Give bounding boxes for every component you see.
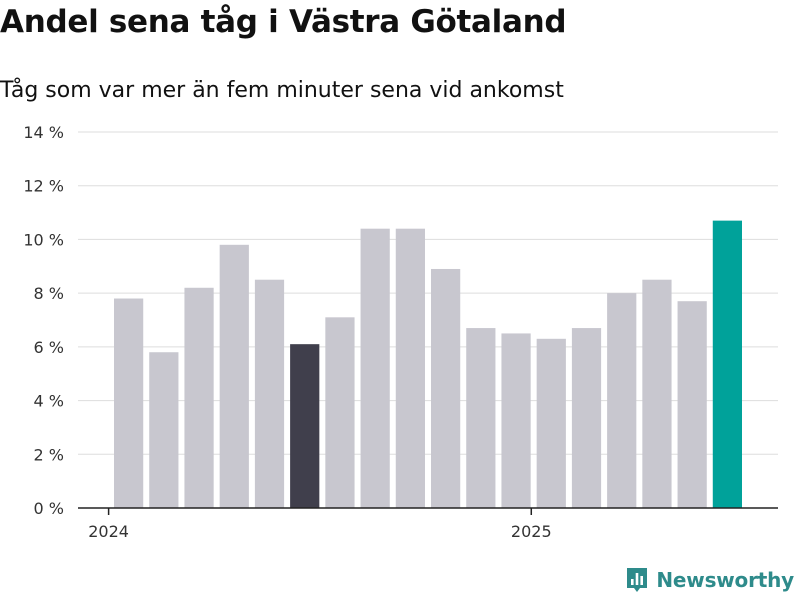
y-tick-label: 8 % bbox=[34, 284, 64, 303]
bar-2024-08 bbox=[360, 228, 390, 508]
bar-2024-02 bbox=[149, 352, 179, 508]
bar-2024-11 bbox=[466, 328, 496, 508]
bar-2025-02 bbox=[571, 328, 602, 508]
bar-2025-04 bbox=[642, 279, 672, 508]
bar-2024-07 bbox=[325, 317, 355, 508]
bar-chart-icon bbox=[627, 568, 648, 592]
bar-2025-03 bbox=[607, 293, 637, 508]
bar-2025-01 bbox=[536, 338, 566, 508]
y-axis-tick-labels: 0 % 2 % 4 % 6 % 8 % 10 % 12 % 14 % bbox=[23, 123, 64, 518]
bar-2024-09 bbox=[395, 228, 425, 508]
y-tick-label: 4 % bbox=[34, 392, 64, 411]
y-tick-label: 10 % bbox=[23, 230, 64, 249]
brand-name: Newsworthy bbox=[656, 568, 794, 592]
y-tick-label: 0 % bbox=[34, 499, 64, 518]
chart-subtitle: Tåg som var mer än fem minuter sena vid … bbox=[0, 78, 564, 103]
y-tick-label: 12 % bbox=[23, 177, 64, 196]
bar-2024-03 bbox=[184, 287, 214, 508]
bars bbox=[114, 220, 742, 509]
y-tick-label: 2 % bbox=[34, 445, 64, 464]
bar-2024-05 bbox=[254, 279, 285, 508]
bar-2024-06 bbox=[290, 344, 320, 508]
y-tick-label: 6 % bbox=[34, 338, 64, 357]
brand-logo: Newsworthy bbox=[625, 566, 794, 594]
bar-2024-01 bbox=[114, 298, 144, 508]
y-tick-label: 14 % bbox=[23, 123, 64, 142]
chart-title: Andel sena tåg i Västra Götaland bbox=[0, 4, 567, 40]
x-tick-label: 2025 bbox=[511, 522, 552, 541]
gridlines bbox=[78, 131, 778, 455]
bar-2025-06 bbox=[712, 220, 742, 508]
x-axis-tick-labels: 2024 2025 bbox=[88, 508, 552, 541]
bar-2025-05 bbox=[677, 301, 707, 508]
bar-2024-12 bbox=[501, 333, 531, 508]
x-tick-label: 2024 bbox=[88, 522, 129, 541]
bar-2024-04 bbox=[219, 244, 249, 509]
bar-2024-10 bbox=[431, 268, 461, 508]
